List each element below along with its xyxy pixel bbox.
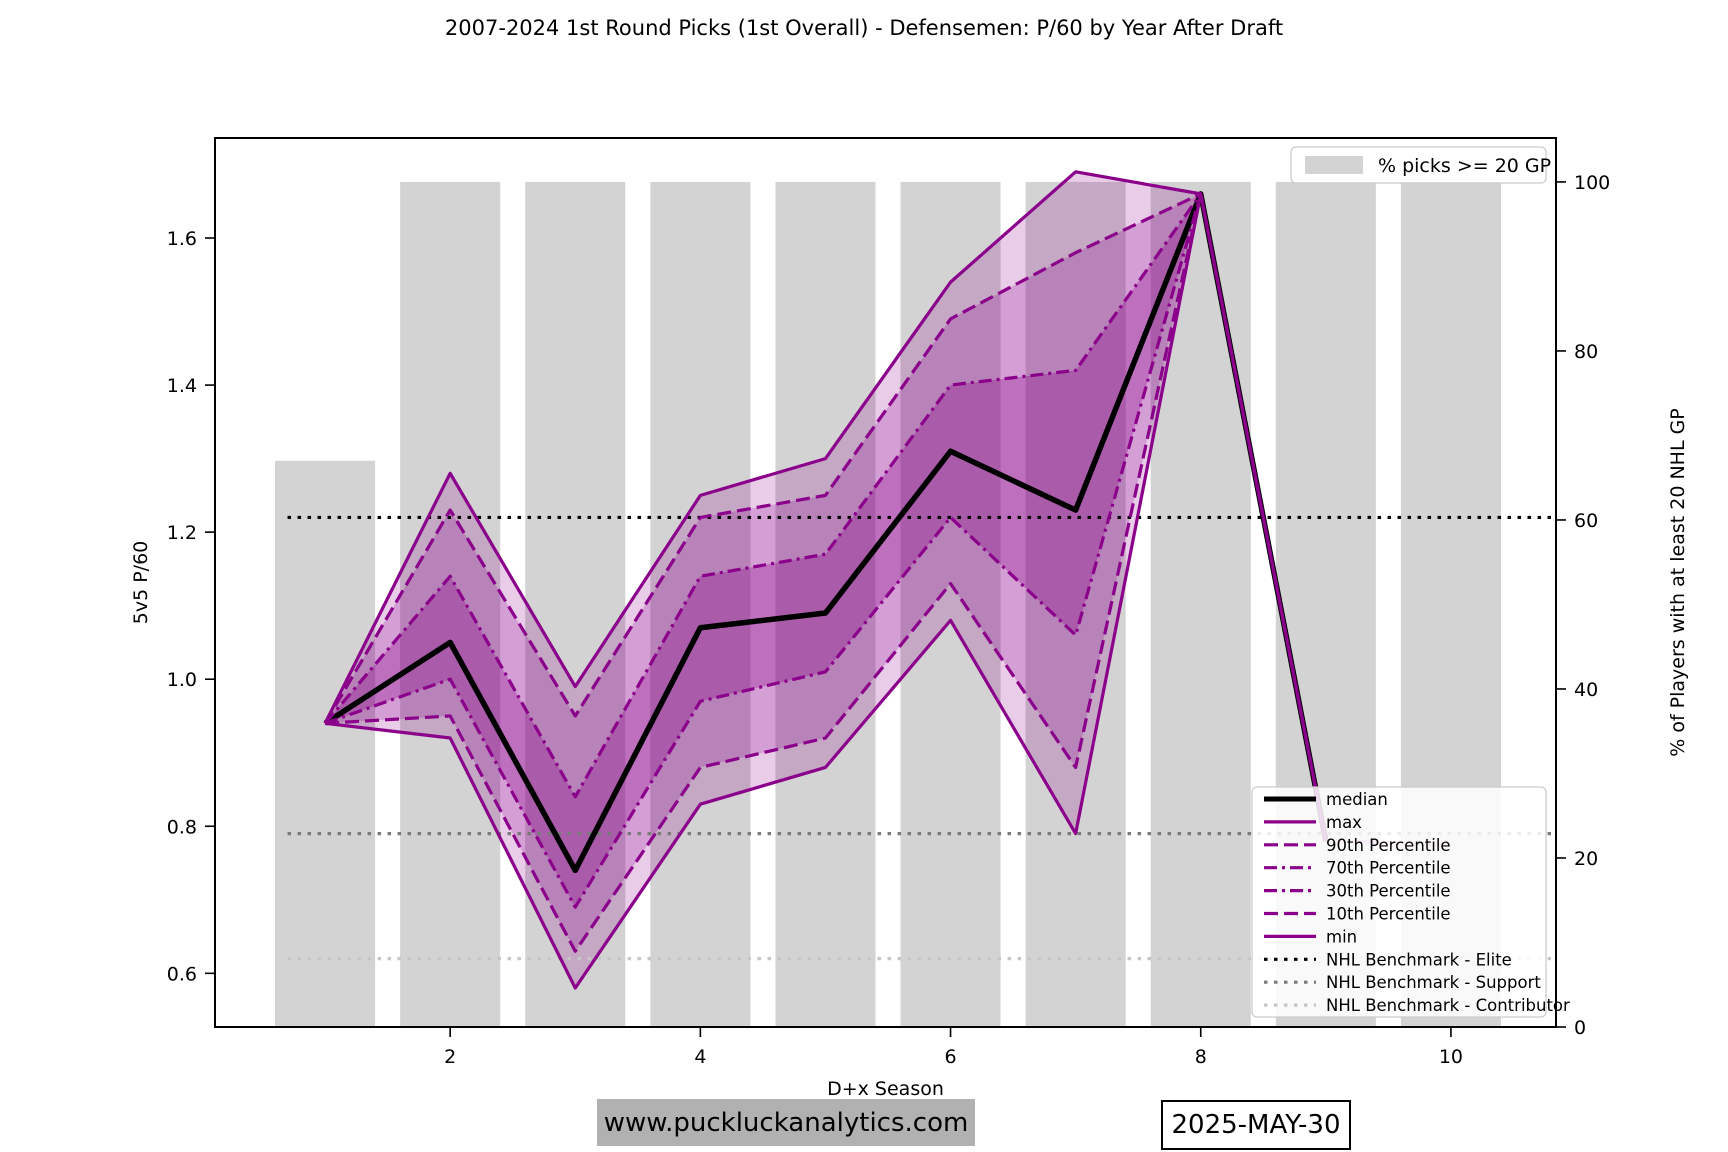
axes-layer: 2 4 6 8 10 0.6 0.8 1.0 1.2 1.4 1.6 0 20 40 60 80 100 D+x … (130, 137, 1689, 1100)
date-badge: 2025-MAY-30 (1161, 1100, 1351, 1150)
axis-text: 1.0 (167, 669, 197, 691)
axis-text: min (1326, 927, 1357, 946)
axis-text: 5v5 P/60 (130, 541, 152, 625)
axis-text: NHL Benchmark - Contributor (1326, 996, 1570, 1015)
gp-bar (775, 181, 876, 1027)
date-text: 2025-MAY-30 (1171, 1110, 1341, 1140)
axis-text: 30th Percentile (1326, 882, 1451, 901)
90th Percentile-line (323, 192, 1328, 842)
axis-text: 8 (1195, 1046, 1207, 1068)
axis-text: 20 (1574, 848, 1598, 870)
percentile-band (325, 193, 1326, 908)
axis-text: 0.6 (167, 963, 197, 985)
max-line (323, 170, 1328, 842)
website-badge: www.puckluckanalytics.com (597, 1099, 975, 1146)
gp-bar (275, 460, 376, 1028)
legend-bars-swatch (1305, 156, 1363, 174)
gp-bar (525, 181, 626, 1027)
axis-text: 0 (1574, 1017, 1586, 1039)
axis-text: median (1326, 790, 1388, 809)
axis-text: % of Players with at least 20 NHL GP (1667, 408, 1689, 757)
gp-bar (400, 181, 501, 1027)
chart-title: 2007-2024 1st Round Picks (1st Overall) … (444, 16, 1284, 40)
axis-text: D+x Season (827, 1078, 944, 1100)
axis-text: 4 (694, 1046, 706, 1068)
70th Percentile-line (323, 192, 1328, 842)
gp-bar (650, 181, 751, 1027)
axis-text: 1.4 (167, 375, 197, 397)
axis-text: 80 (1574, 341, 1598, 363)
axis-text: 10 (1439, 1046, 1463, 1068)
min-line (324, 192, 1328, 990)
legend-series-box (1251, 786, 1547, 1018)
axis-text: 1.2 (167, 522, 197, 544)
median-line (323, 191, 1329, 874)
axis-text: 90th Percentile (1326, 836, 1451, 855)
axis-text: NHL Benchmark - Elite (1326, 950, 1512, 969)
axis-text: NHL Benchmark - Support (1326, 973, 1541, 992)
axis-text: 40 (1574, 679, 1598, 701)
gp-bar (900, 181, 1001, 1027)
legend-bars: % picks >= 20 GP (1290, 146, 1551, 184)
axis-text: 70th Percentile (1326, 859, 1451, 878)
axis-text: max (1326, 813, 1362, 832)
axis-text: 6 (945, 1046, 957, 1068)
axis-text: 100 (1574, 172, 1610, 194)
axis-text: % picks >= 20 GP (1378, 155, 1551, 177)
axis-text: 60 (1574, 510, 1598, 532)
axis-text: 1.6 (167, 228, 197, 250)
percentile-band (325, 171, 1326, 989)
plot-frame (214, 137, 1557, 1028)
gp-bar (1025, 181, 1126, 1027)
axis-text: 0.8 (167, 816, 197, 838)
legend-series: median max 90th Percentile 70th Percentile 3… (1251, 786, 1570, 1018)
10th Percentile-line (324, 192, 1328, 953)
30th Percentile-line (324, 192, 1328, 909)
axis-text: 2 (444, 1046, 456, 1068)
axis-text: 10th Percentile (1326, 905, 1451, 924)
website-text: www.puckluckanalytics.com (603, 1107, 969, 1138)
gp-bar (1150, 181, 1251, 1027)
